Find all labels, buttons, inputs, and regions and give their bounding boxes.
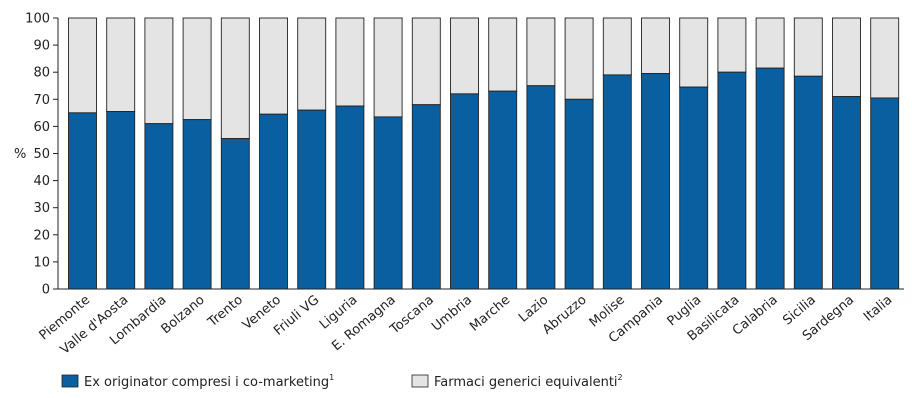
bar-segment-generici [182,17,212,121]
x-tick-label: Trento [205,293,246,331]
bar-segment-ex-originator [450,93,479,290]
bar-segment-ex-originator [488,90,518,290]
x-tick-label: Italia [861,293,895,325]
y-tick-label: 80 [33,66,50,81]
y-tick-label: 90 [33,39,50,54]
legend-label-generici: Farmaci generici equivalenti2 [434,373,623,390]
bar-segment-ex-originator [144,123,174,290]
y-tick-label: 10 [33,255,50,270]
bar-segment-generici [106,17,136,112]
bar-segment-ex-originator [373,116,403,290]
legend-swatch-ex-originator [61,374,79,388]
bar-segment-ex-originator [220,138,250,290]
bar-segment-generici [488,17,518,92]
bar-segment-ex-originator [793,75,823,290]
bar-segment-generici [755,17,785,69]
legend-swatch-generici [411,374,429,388]
y-tick-label: 60 [33,120,50,135]
bar-segment-ex-originator [564,98,594,290]
y-tick-label: 100 [25,12,50,27]
bar-segment-generici [335,17,365,107]
x-tick-label: Umbria [429,293,475,335]
bar-segment-generici [411,17,441,106]
legend: Ex originator compresi i co-marketing1 F… [61,373,623,390]
bar-segment-generici [144,17,174,125]
bars [68,17,900,290]
bar-segment-generici [679,17,709,88]
bar-segment-generici [297,17,327,111]
bar-segment-generici [641,17,670,75]
bar-segment-generici [68,17,97,114]
bar-segment-generici [602,17,632,76]
bar-segment-ex-originator [870,97,900,290]
bar-segment-ex-originator [717,71,747,290]
bar-segment-ex-originator [259,113,288,290]
bar-segment-ex-originator [602,74,632,290]
y-axis-label: % [14,147,26,162]
bar-segment-ex-originator [182,119,212,290]
bar-segment-generici [373,17,403,118]
bar-segment-generici [259,17,288,115]
bar-segment-ex-originator [68,112,97,290]
bar-segment-ex-originator [297,109,327,290]
bar-segment-generici [832,17,861,98]
bar-segment-generici [870,17,900,99]
bar-segment-generici [717,17,747,73]
bar-segment-generici [793,17,823,77]
bar-segment-ex-originator [411,104,441,290]
bar-segment-ex-originator [679,86,709,290]
x-tick-label: Bolzano [159,293,208,338]
bar-segment-generici [564,17,594,100]
bar-segment-generici [220,17,250,140]
legend-label-ex-originator: Ex originator compresi i co-marketing1 [84,373,334,390]
y-tick-label: 20 [33,228,50,243]
bar-segment-ex-originator [641,73,670,290]
y-tick-label: 0 [42,283,50,298]
y-tick-label: 50 [33,147,50,162]
bar-segment-ex-originator [832,96,861,290]
bar-segment-ex-originator [526,85,556,290]
y-tick-label: 70 [33,93,50,108]
bar-segment-ex-originator [335,105,365,290]
bar-segment-generici [450,17,479,95]
bar-segment-ex-originator [755,67,785,290]
bar-segment-ex-originator [106,111,136,290]
x-tick-label: Marche [467,293,513,335]
y-tick-label: 30 [33,201,50,216]
y-tick-label: 40 [33,174,50,189]
bar-segment-generici [526,17,556,87]
